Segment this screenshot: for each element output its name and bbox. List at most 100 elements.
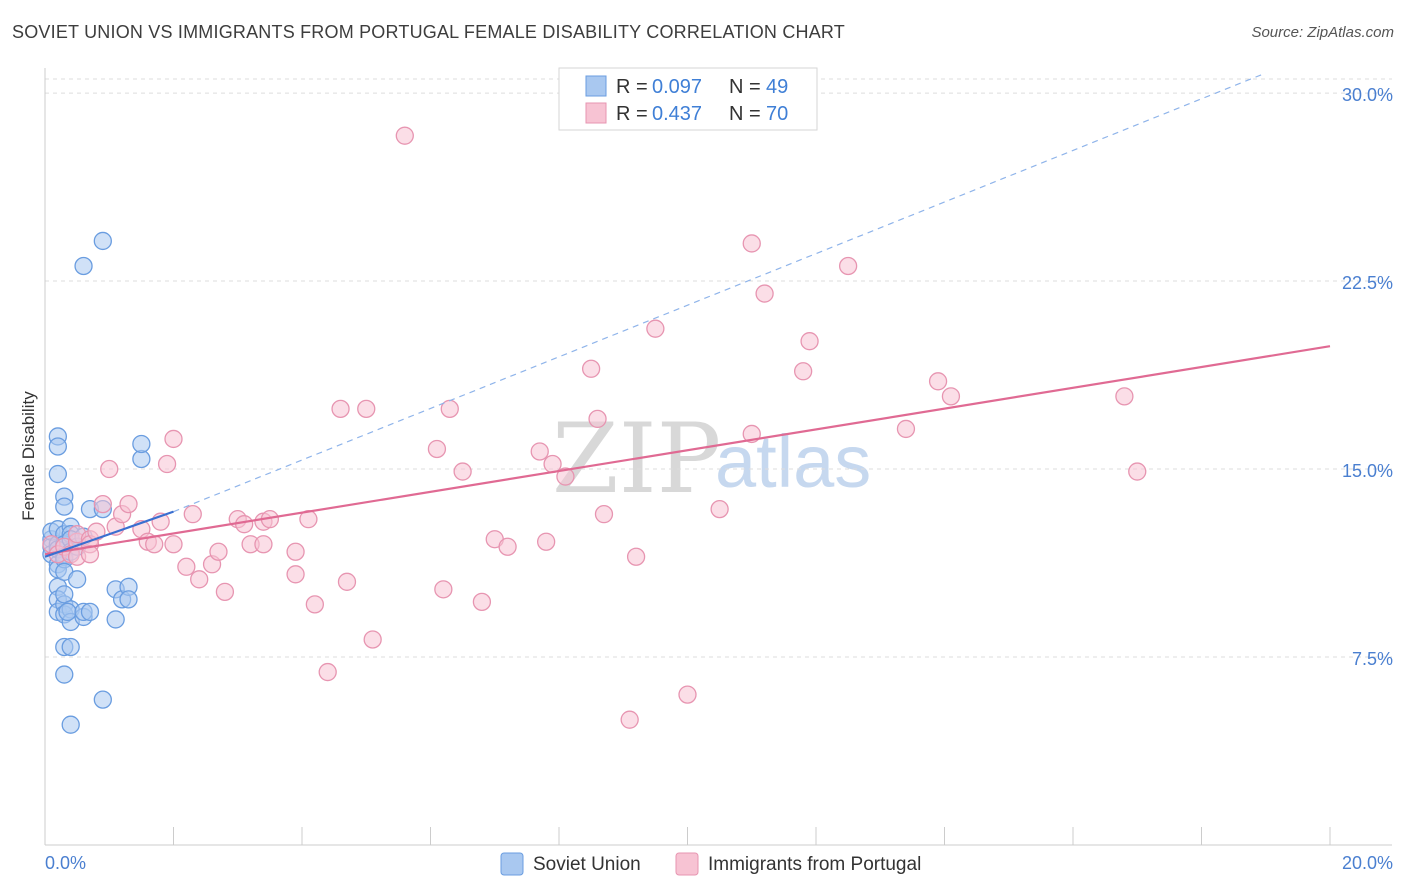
portugal-points (42, 126, 1147, 729)
portugal-point (626, 547, 646, 566)
portugal-point (209, 542, 228, 561)
portugal-point (678, 685, 697, 704)
series-legend: Soviet Union Immigrants from Portugal (500, 852, 921, 876)
x-tick-label-max: 20.0% (1342, 853, 1393, 873)
axes (44, 68, 1392, 846)
portugal-point (190, 570, 209, 589)
portugal-point (794, 362, 813, 381)
portugal-point (928, 372, 948, 391)
bottom-legend-swatch-portugal (675, 852, 699, 876)
portugal-point (1115, 387, 1134, 406)
portugal-point (286, 542, 305, 561)
portugal-point (427, 439, 447, 459)
soviet-point (61, 715, 80, 734)
legend-swatch-soviet (585, 75, 607, 97)
portugal-point (742, 234, 761, 253)
portugal-point (755, 284, 774, 303)
portugal-point (93, 494, 112, 514)
y-tick-label: 7.5% (1352, 649, 1393, 669)
y-tick-labels: 7.5% 15.0% 22.5% 30.0% (1342, 85, 1393, 669)
portugal-point (164, 535, 183, 554)
legend-n-value-portugal: 70 (766, 103, 788, 125)
legend-r-label-portugal: R = (616, 103, 648, 125)
soviet-union-points (42, 231, 151, 734)
soviet-trend-dashed (173, 72, 1266, 513)
portugal-point (556, 467, 575, 486)
portugal-point (235, 515, 254, 534)
y-tick-label: 15.0% (1342, 461, 1393, 481)
bottom-legend-label-soviet: Soviet Union (533, 854, 641, 875)
portugal-point (177, 557, 196, 576)
portugal-point (337, 572, 357, 591)
portugal-point (363, 630, 382, 649)
portugal-point (87, 522, 106, 541)
portugal-point (119, 494, 138, 514)
source-credit: Source: ZipAtlas.com (1251, 24, 1394, 41)
portugal-point (434, 580, 453, 599)
soviet-point (80, 602, 100, 622)
x-tick-label-min: 0.0% (45, 853, 86, 873)
portugal-point (800, 332, 819, 351)
legend-r-value-soviet: 0.097 (652, 76, 702, 98)
soviet-point (67, 570, 87, 589)
soviet-point (93, 690, 112, 709)
y-axis-title: Female Disability (19, 391, 38, 521)
soviet-point (55, 585, 74, 604)
portugal-point (453, 462, 472, 481)
portugal-point (357, 399, 376, 419)
portugal-point (157, 454, 177, 474)
legend-r-label-soviet: R = (616, 76, 648, 98)
portugal-point (305, 595, 325, 614)
soviet-point (58, 602, 77, 622)
portugal-point (710, 499, 729, 519)
portugal-point (286, 565, 305, 584)
soviet-point (93, 231, 112, 251)
portugal-point (183, 504, 202, 524)
y-tick-label: 30.0% (1342, 85, 1393, 105)
portugal-point (472, 592, 492, 612)
portugal-point (594, 504, 614, 524)
legend-n-label-portugal: N = (729, 103, 761, 125)
portugal-point (254, 535, 273, 554)
soviet-point (48, 437, 67, 456)
soviet-point (55, 497, 74, 516)
bottom-legend-swatch-soviet (500, 852, 524, 876)
portugal-point (498, 537, 517, 556)
portugal-point (896, 419, 916, 439)
soviet-point (55, 665, 74, 684)
x-tick-labels: 0.0% 20.0% (45, 853, 1393, 873)
portugal-trend-line (44, 345, 1331, 556)
soviet-point (106, 610, 125, 629)
portugal-point (331, 399, 350, 419)
portugal-point (588, 409, 607, 429)
portugal-point (100, 459, 119, 479)
legend-swatch-portugal (585, 102, 607, 124)
portugal-point (537, 532, 556, 551)
portugal-point (318, 662, 337, 682)
soviet-point (48, 464, 67, 484)
soviet-point (74, 256, 93, 276)
soviet-point (132, 434, 151, 454)
portugal-point (80, 545, 100, 564)
portugal-point (164, 429, 183, 449)
trend-lines (44, 72, 1331, 558)
portugal-point (215, 582, 235, 601)
portugal-point (941, 387, 961, 406)
bottom-legend-label-portugal: Immigrants from Portugal (708, 854, 921, 875)
portugal-point (581, 359, 601, 378)
portugal-point (530, 442, 549, 461)
correlation-legend: R = 0.097 N = 49 R = 0.437 N = 70 (558, 67, 818, 131)
soviet-point (119, 590, 138, 609)
portugal-point (838, 256, 858, 276)
chart-title: SOVIET UNION VS IMMIGRANTS FROM PORTUGAL… (12, 22, 845, 42)
watermark: ZIP atlas (552, 403, 871, 515)
legend-n-label-soviet: N = (729, 76, 761, 98)
legend-r-value-portugal: 0.437 (652, 103, 702, 125)
soviet-point (61, 637, 80, 657)
portugal-point (395, 126, 414, 145)
portugal-point (620, 710, 639, 729)
soviet-trend-line (44, 510, 174, 558)
portugal-point (1128, 462, 1147, 481)
portugal-point (646, 319, 665, 338)
